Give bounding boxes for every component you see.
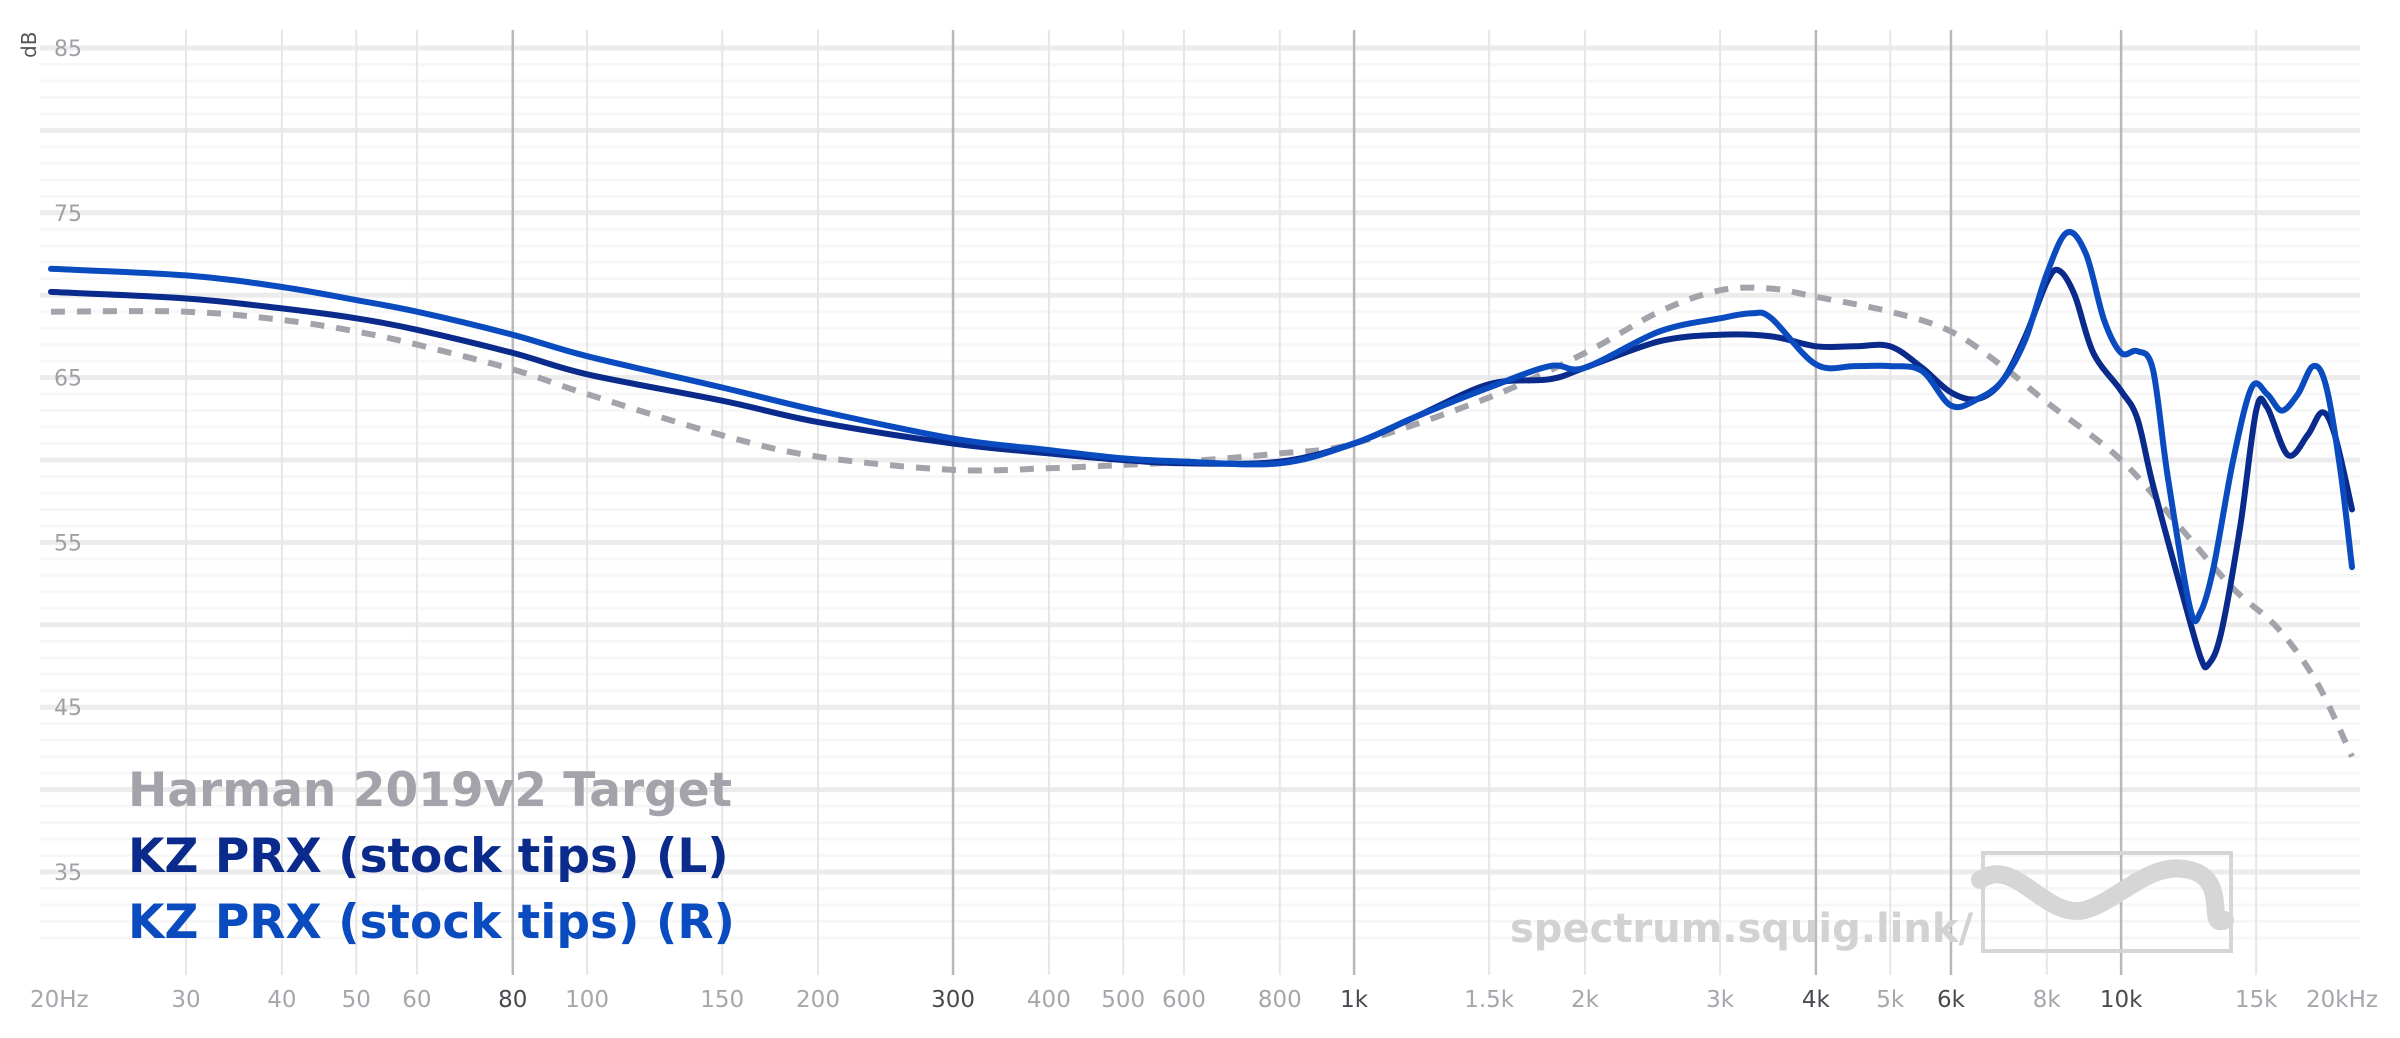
x-tick-label: 8k: [2033, 987, 2062, 1013]
x-tick-label: 600: [1162, 987, 1206, 1013]
x-tick-label: 4k: [1802, 987, 1831, 1013]
x-tick-label: 1.5k: [1464, 987, 1515, 1013]
x-tick-label: 1k: [1340, 987, 1369, 1013]
horizontal-gridlines: [40, 45, 2360, 940]
y-tick-label: 85: [54, 37, 82, 62]
series-left: [48, 266, 2355, 671]
series-right: [48, 229, 2355, 625]
squiglink-logo-icon: [1971, 851, 2234, 953]
x-tick-label: 3k: [1706, 987, 1735, 1013]
legend: Harman 2019v2 Target KZ PRX (stock tips)…: [128, 763, 735, 950]
x-tick-label: 50: [342, 987, 371, 1013]
x-tick-label: 6k: [1937, 987, 1966, 1013]
y-axis-ticks: 85 75 65 55 45 35: [54, 37, 82, 886]
vertical-gridlines: [185, 30, 2258, 975]
x-tick-label: 20kHz: [2306, 987, 2378, 1013]
x-tick-label: 60: [402, 987, 431, 1013]
x-tick-label: 100: [565, 987, 609, 1013]
y-tick-label: 65: [54, 367, 82, 392]
y-tick-label: 35: [54, 861, 82, 886]
x-tick-label: 2k: [1571, 987, 1600, 1013]
legend-item-right: KZ PRX (stock tips) (R): [128, 895, 735, 950]
x-tick-label: 400: [1027, 987, 1071, 1013]
legend-item-left: KZ PRX (stock tips) (L): [128, 829, 729, 884]
x-tick-label: 10k: [2100, 987, 2143, 1013]
x-tick-label: 20Hz: [30, 987, 89, 1013]
curves: [48, 229, 2355, 758]
legend-item-target: Harman 2019v2 Target: [128, 763, 732, 818]
x-tick-label: 40: [267, 987, 296, 1013]
x-tick-label: 150: [700, 987, 744, 1013]
x-axis-ticks: 20Hz 30 40 50 60 80 100 150 200 300 400 500 600 800 1k…: [30, 987, 2378, 1013]
x-tick-label: 30: [171, 987, 200, 1013]
y-tick-label: 75: [54, 202, 82, 227]
x-tick-label: 500: [1101, 987, 1145, 1013]
y-tick-label: 55: [54, 531, 82, 556]
x-tick-label: 300: [931, 987, 975, 1013]
watermark-text: spectrum.squig.link/: [1510, 906, 1973, 952]
x-tick-label: 80: [498, 987, 527, 1013]
x-tick-label: 800: [1258, 987, 1302, 1013]
x-tick-label: 15k: [2235, 987, 2278, 1013]
series-target: [50, 284, 2355, 758]
watermark: spectrum.squig.link/: [1510, 851, 2234, 953]
x-tick-label: 200: [796, 987, 840, 1013]
y-tick-label: 45: [54, 696, 82, 721]
y-axis-label: dB: [17, 32, 41, 58]
x-tick-label: 5k: [1876, 987, 1905, 1013]
